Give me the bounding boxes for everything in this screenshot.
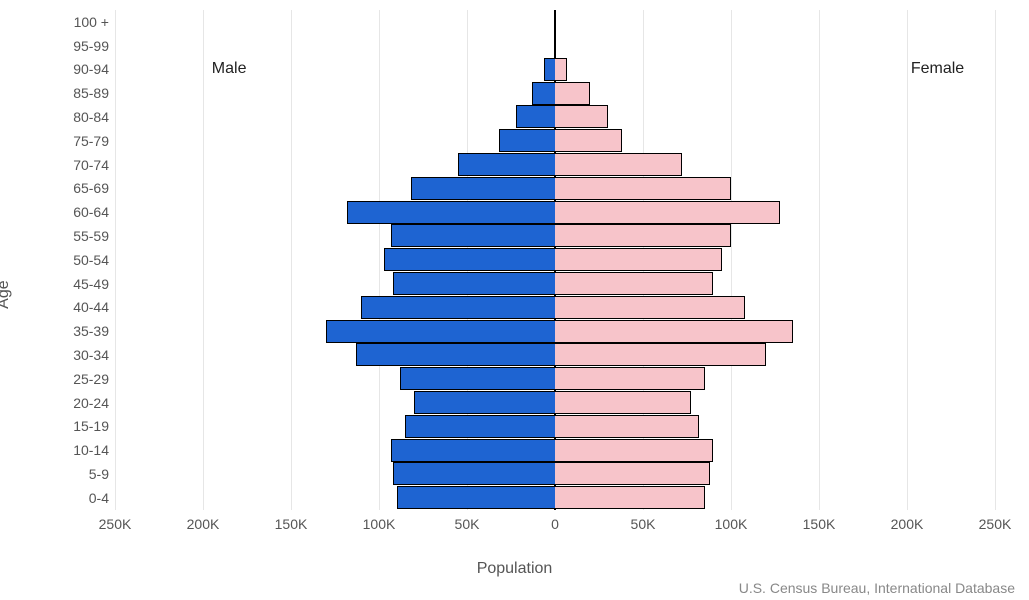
source-text: U.S. Census Bureau, International Databa… <box>739 580 1015 596</box>
male-bar <box>499 129 555 152</box>
x-tick-label: 150K <box>275 516 308 532</box>
grid-line <box>731 10 732 510</box>
y-tick-label: 15-19 <box>49 418 109 434</box>
male-bar <box>532 82 555 105</box>
male-bar <box>326 320 555 343</box>
y-axis-title: Age <box>0 280 13 308</box>
plot-area: Male Female <box>115 10 995 510</box>
female-bar <box>555 415 699 438</box>
male-bar <box>384 248 555 271</box>
x-tick-label: 100K <box>715 516 748 532</box>
y-tick-label: 45-49 <box>49 276 109 292</box>
x-tick-label: 50K <box>455 516 480 532</box>
female-bar <box>555 129 622 152</box>
male-bar <box>361 296 555 319</box>
y-tick-label: 20-24 <box>49 395 109 411</box>
y-tick-label: 50-54 <box>49 252 109 268</box>
male-bar <box>405 415 555 438</box>
male-bar <box>414 391 555 414</box>
grid-line <box>379 10 380 510</box>
male-bar <box>544 58 555 81</box>
y-tick-label: 10-14 <box>49 442 109 458</box>
male-bar <box>391 224 555 247</box>
female-bar <box>555 82 590 105</box>
male-bar <box>356 343 555 366</box>
grid-line <box>203 10 204 510</box>
male-bar <box>400 367 555 390</box>
y-tick-label: 80-84 <box>49 109 109 125</box>
female-bar <box>555 201 780 224</box>
female-bar <box>555 391 691 414</box>
y-tick-label: 65-69 <box>49 180 109 196</box>
female-bar <box>555 296 745 319</box>
x-axis-title: Population <box>0 560 1029 578</box>
x-tick-label: 200K <box>891 516 924 532</box>
y-tick-label: 100 + <box>49 14 109 30</box>
grid-line <box>995 10 996 510</box>
female-bar <box>555 58 567 81</box>
female-bar <box>555 343 766 366</box>
male-bar <box>393 272 555 295</box>
female-bar <box>555 272 713 295</box>
y-tick-label: 25-29 <box>49 371 109 387</box>
y-tick-label: 95-99 <box>49 38 109 54</box>
x-tick-label: 100K <box>363 516 396 532</box>
y-tick-label: 5-9 <box>49 466 109 482</box>
female-bar <box>555 320 793 343</box>
male-bar <box>516 105 555 128</box>
x-tick-label: 0 <box>551 516 559 532</box>
y-tick-label: 55-59 <box>49 228 109 244</box>
female-bar <box>555 439 713 462</box>
y-tick-label: 85-89 <box>49 85 109 101</box>
x-tick-label: 50K <box>631 516 656 532</box>
grid-line <box>819 10 820 510</box>
grid-line <box>291 10 292 510</box>
y-tick-label: 60-64 <box>49 204 109 220</box>
male-bar <box>411 177 555 200</box>
female-bar <box>555 462 710 485</box>
grid-line <box>115 10 116 510</box>
female-bar <box>555 177 731 200</box>
female-bar <box>555 486 705 509</box>
female-bar <box>555 367 705 390</box>
y-tick-label: 40-44 <box>49 299 109 315</box>
female-bar <box>555 224 731 247</box>
y-tick-label: 30-34 <box>49 347 109 363</box>
female-bar <box>555 105 608 128</box>
female-bar <box>555 248 722 271</box>
x-tick-label: 250K <box>979 516 1012 532</box>
female-series-label: Female <box>911 60 964 78</box>
grid-line <box>907 10 908 510</box>
y-tick-label: 75-79 <box>49 133 109 149</box>
y-tick-label: 90-94 <box>49 61 109 77</box>
male-bar <box>391 439 555 462</box>
female-bar <box>555 153 682 176</box>
male-series-label: Male <box>212 60 247 78</box>
male-bar <box>393 462 555 485</box>
y-tick-label: 35-39 <box>49 323 109 339</box>
male-bar <box>347 201 555 224</box>
y-tick-label: 0-4 <box>49 490 109 506</box>
x-tick-label: 250K <box>99 516 132 532</box>
male-bar <box>397 486 555 509</box>
population-pyramid-chart: Age Male Female Population U.S. Census B… <box>0 0 1029 600</box>
y-tick-label: 70-74 <box>49 157 109 173</box>
male-bar <box>458 153 555 176</box>
x-tick-label: 150K <box>803 516 836 532</box>
x-tick-label: 200K <box>187 516 220 532</box>
